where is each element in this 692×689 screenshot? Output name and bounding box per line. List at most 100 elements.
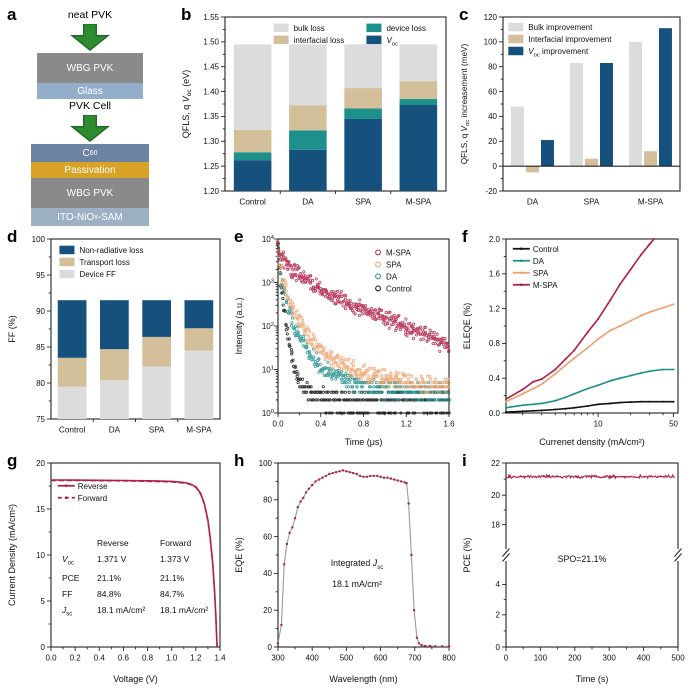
svg-text:100​: 100​ — [262, 409, 274, 418]
svg-text:0.0: 0.0 — [272, 420, 284, 429]
svg-text:90: 90 — [36, 307, 45, 316]
down-arrow-icon — [70, 24, 110, 51]
svg-text:Current Density (mA/cm²): Current Density (mA/cm²) — [7, 504, 17, 606]
svg-text:Non-radiative loss: Non-radiative loss — [79, 246, 143, 255]
svg-text:1.25: 1.25 — [203, 162, 219, 171]
svg-text:Voc​ improvement: Voc​ improvement — [528, 47, 589, 58]
svg-text:DA: DA — [109, 426, 121, 435]
svg-text:1.2: 1.2 — [401, 420, 413, 429]
neat-pvk-stack: WBG PVK Glass — [37, 53, 143, 99]
svg-text:80: 80 — [488, 63, 497, 72]
svg-text:22: 22 — [491, 459, 500, 468]
chart-qfls-loss: 1.20 1.25 1.30 1.35 1.40 1.45 1.50 1.55 Control D… — [178, 6, 456, 224]
svg-text:600: 600 — [374, 654, 388, 663]
svg-text:DA: DA — [533, 257, 545, 266]
svg-text:1.2: 1.2 — [190, 654, 202, 663]
svg-text:500: 500 — [340, 654, 354, 663]
layer-ito-niox-sam: ITO-NiO x -SAM — [31, 208, 149, 226]
svg-text:700: 700 — [408, 654, 422, 663]
svg-text:DA: DA — [302, 198, 314, 207]
svg-text:1.6: 1.6 — [489, 270, 501, 279]
panel-b: b 1.20 1.25 1.30 1.35 1.40 1.45 1.50 1.55 Contro… — [178, 5, 456, 224]
svg-text:0.8: 0.8 — [489, 339, 501, 348]
svg-text:0.4: 0.4 — [315, 420, 327, 429]
svg-text:Intensity (a.u.): Intensity (a.u.) — [234, 297, 244, 354]
svg-text:device loss: device loss — [386, 24, 426, 33]
jv-row-ff-reverse: 84.8% — [97, 588, 122, 599]
svg-text:1.40: 1.40 — [203, 87, 219, 96]
svg-text:40: 40 — [488, 112, 497, 121]
svg-text:95: 95 — [36, 271, 45, 280]
svg-text:103​: 103​ — [262, 278, 274, 287]
svg-text:Device FF: Device FF — [79, 270, 116, 279]
svg-text:-20: -20 — [485, 187, 497, 196]
svg-text:1.55: 1.55 — [203, 13, 219, 22]
svg-text:200: 200 — [568, 654, 582, 663]
svg-text:500: 500 — [671, 654, 685, 663]
svg-text:101​: 101​ — [262, 365, 274, 374]
jv-row-ff-forward: 84.7% — [160, 588, 185, 599]
svg-text:300: 300 — [271, 654, 285, 663]
svg-text:15: 15 — [36, 505, 45, 514]
device-schematic: neat PVK WBG PVK Glass PVK Cell C 60 Pass… — [4, 8, 176, 226]
svg-text:10: 10 — [594, 420, 603, 429]
jv-table-header-reverse: Reverse — [97, 538, 129, 548]
caption-pvk-cell: PVK Cell — [68, 100, 111, 112]
svg-text:Voc​: Voc​ — [386, 36, 398, 47]
svg-text:20: 20 — [263, 606, 272, 615]
chart-eqe-spectrum: 0 20 40 60 80 100 300 400 500 600 700 800 Wavelength… — [231, 452, 459, 687]
svg-text:2.0: 2.0 — [489, 235, 501, 244]
svg-text:40: 40 — [263, 569, 272, 578]
jv-table: Reverse Forward Voc 1.371 V 1.373 V PCE … — [62, 538, 212, 617]
svg-text:EQE (%): EQE (%) — [234, 537, 244, 573]
svg-text:0.2: 0.2 — [70, 654, 82, 663]
svg-text:SPA: SPA — [355, 198, 371, 207]
panel-f: f 0.0 0.4 0.8 1.2 1.6 2.0 10 50 Currenet density… — [459, 227, 690, 450]
svg-text:18: 18 — [491, 520, 500, 529]
svg-text:300: 300 — [603, 654, 617, 663]
chart-qfls-improvement: -20 0 20 40 60 80 100 120 DA SPA M-SPA QFLS, q Voc​… — [456, 6, 690, 224]
jv-row-voc-forward: 1.373 V — [160, 554, 190, 564]
svg-text:1.50: 1.50 — [203, 38, 219, 47]
layer-wbg-pvk: WBG PVK — [37, 53, 143, 83]
svg-text:M-SPA: M-SPA — [638, 198, 664, 207]
panel-e: e 100​ 101​ 102​ 103​ 104​ 0.0 0.4 0.8 1.2 1.6 Tim… — [231, 227, 459, 450]
svg-text:1.20: 1.20 — [203, 187, 219, 196]
svg-text:0.4: 0.4 — [94, 654, 106, 663]
panel-g-label: g — [7, 451, 18, 470]
down-arrow-icon — [70, 115, 110, 142]
jv-table-header-forward: Forward — [160, 538, 192, 548]
svg-text:M-SPA: M-SPA — [186, 426, 212, 435]
jv-table-corner — [62, 538, 92, 548]
svg-text:4: 4 — [496, 580, 501, 589]
chart-spo-stability: 0 2 4 18 20 22 0 100 200 300 400 500 Time (s) PCE (%) — [459, 452, 690, 687]
svg-text:5: 5 — [41, 597, 46, 606]
svg-text:1.6: 1.6 — [443, 420, 455, 429]
svg-text:Time (μs): Time (μs) — [345, 437, 383, 447]
integrated-jsc-annotation: Integrated Jsc 18.1 mA/cm² — [330, 558, 384, 589]
svg-text:SPA: SPA — [149, 426, 165, 435]
jv-row-pce-label: PCE — [62, 572, 80, 583]
svg-text:0: 0 — [41, 643, 46, 652]
svg-text:60: 60 — [263, 532, 272, 541]
svg-text:QFLS, q Voc​ (eV): QFLS, q Voc​ (eV) — [181, 70, 193, 138]
panel-f-label: f — [462, 227, 468, 246]
panel-i-label: i — [462, 451, 467, 470]
caption-neat-pvk: neat PVK — [67, 9, 113, 21]
svg-text:1.45: 1.45 — [203, 63, 219, 72]
svg-text:Currenet density (mA/cm²): Currenet density (mA/cm²) — [539, 437, 645, 447]
svg-text:0: 0 — [268, 643, 273, 652]
panel-h: h 0 20 40 60 80 100 300 400 500 600 700 800 Waveleng… — [231, 451, 459, 687]
layer-c60: C 60 — [31, 144, 149, 162]
pvk-cell-stack: C 60 Passivation WBG PVK ITO-NiO x -SAM — [31, 144, 149, 226]
svg-text:1.2: 1.2 — [489, 304, 501, 313]
jv-row-ff-label: FF — [62, 588, 73, 599]
svg-text:2: 2 — [496, 611, 501, 620]
svg-text:Time (s): Time (s) — [576, 674, 609, 684]
svg-text:ELEQE (%): ELEQE (%) — [462, 303, 472, 350]
svg-text:120: 120 — [484, 13, 498, 22]
svg-text:10: 10 — [36, 551, 45, 560]
svg-text:100: 100 — [484, 38, 498, 47]
svg-text:1.0: 1.0 — [166, 654, 178, 663]
